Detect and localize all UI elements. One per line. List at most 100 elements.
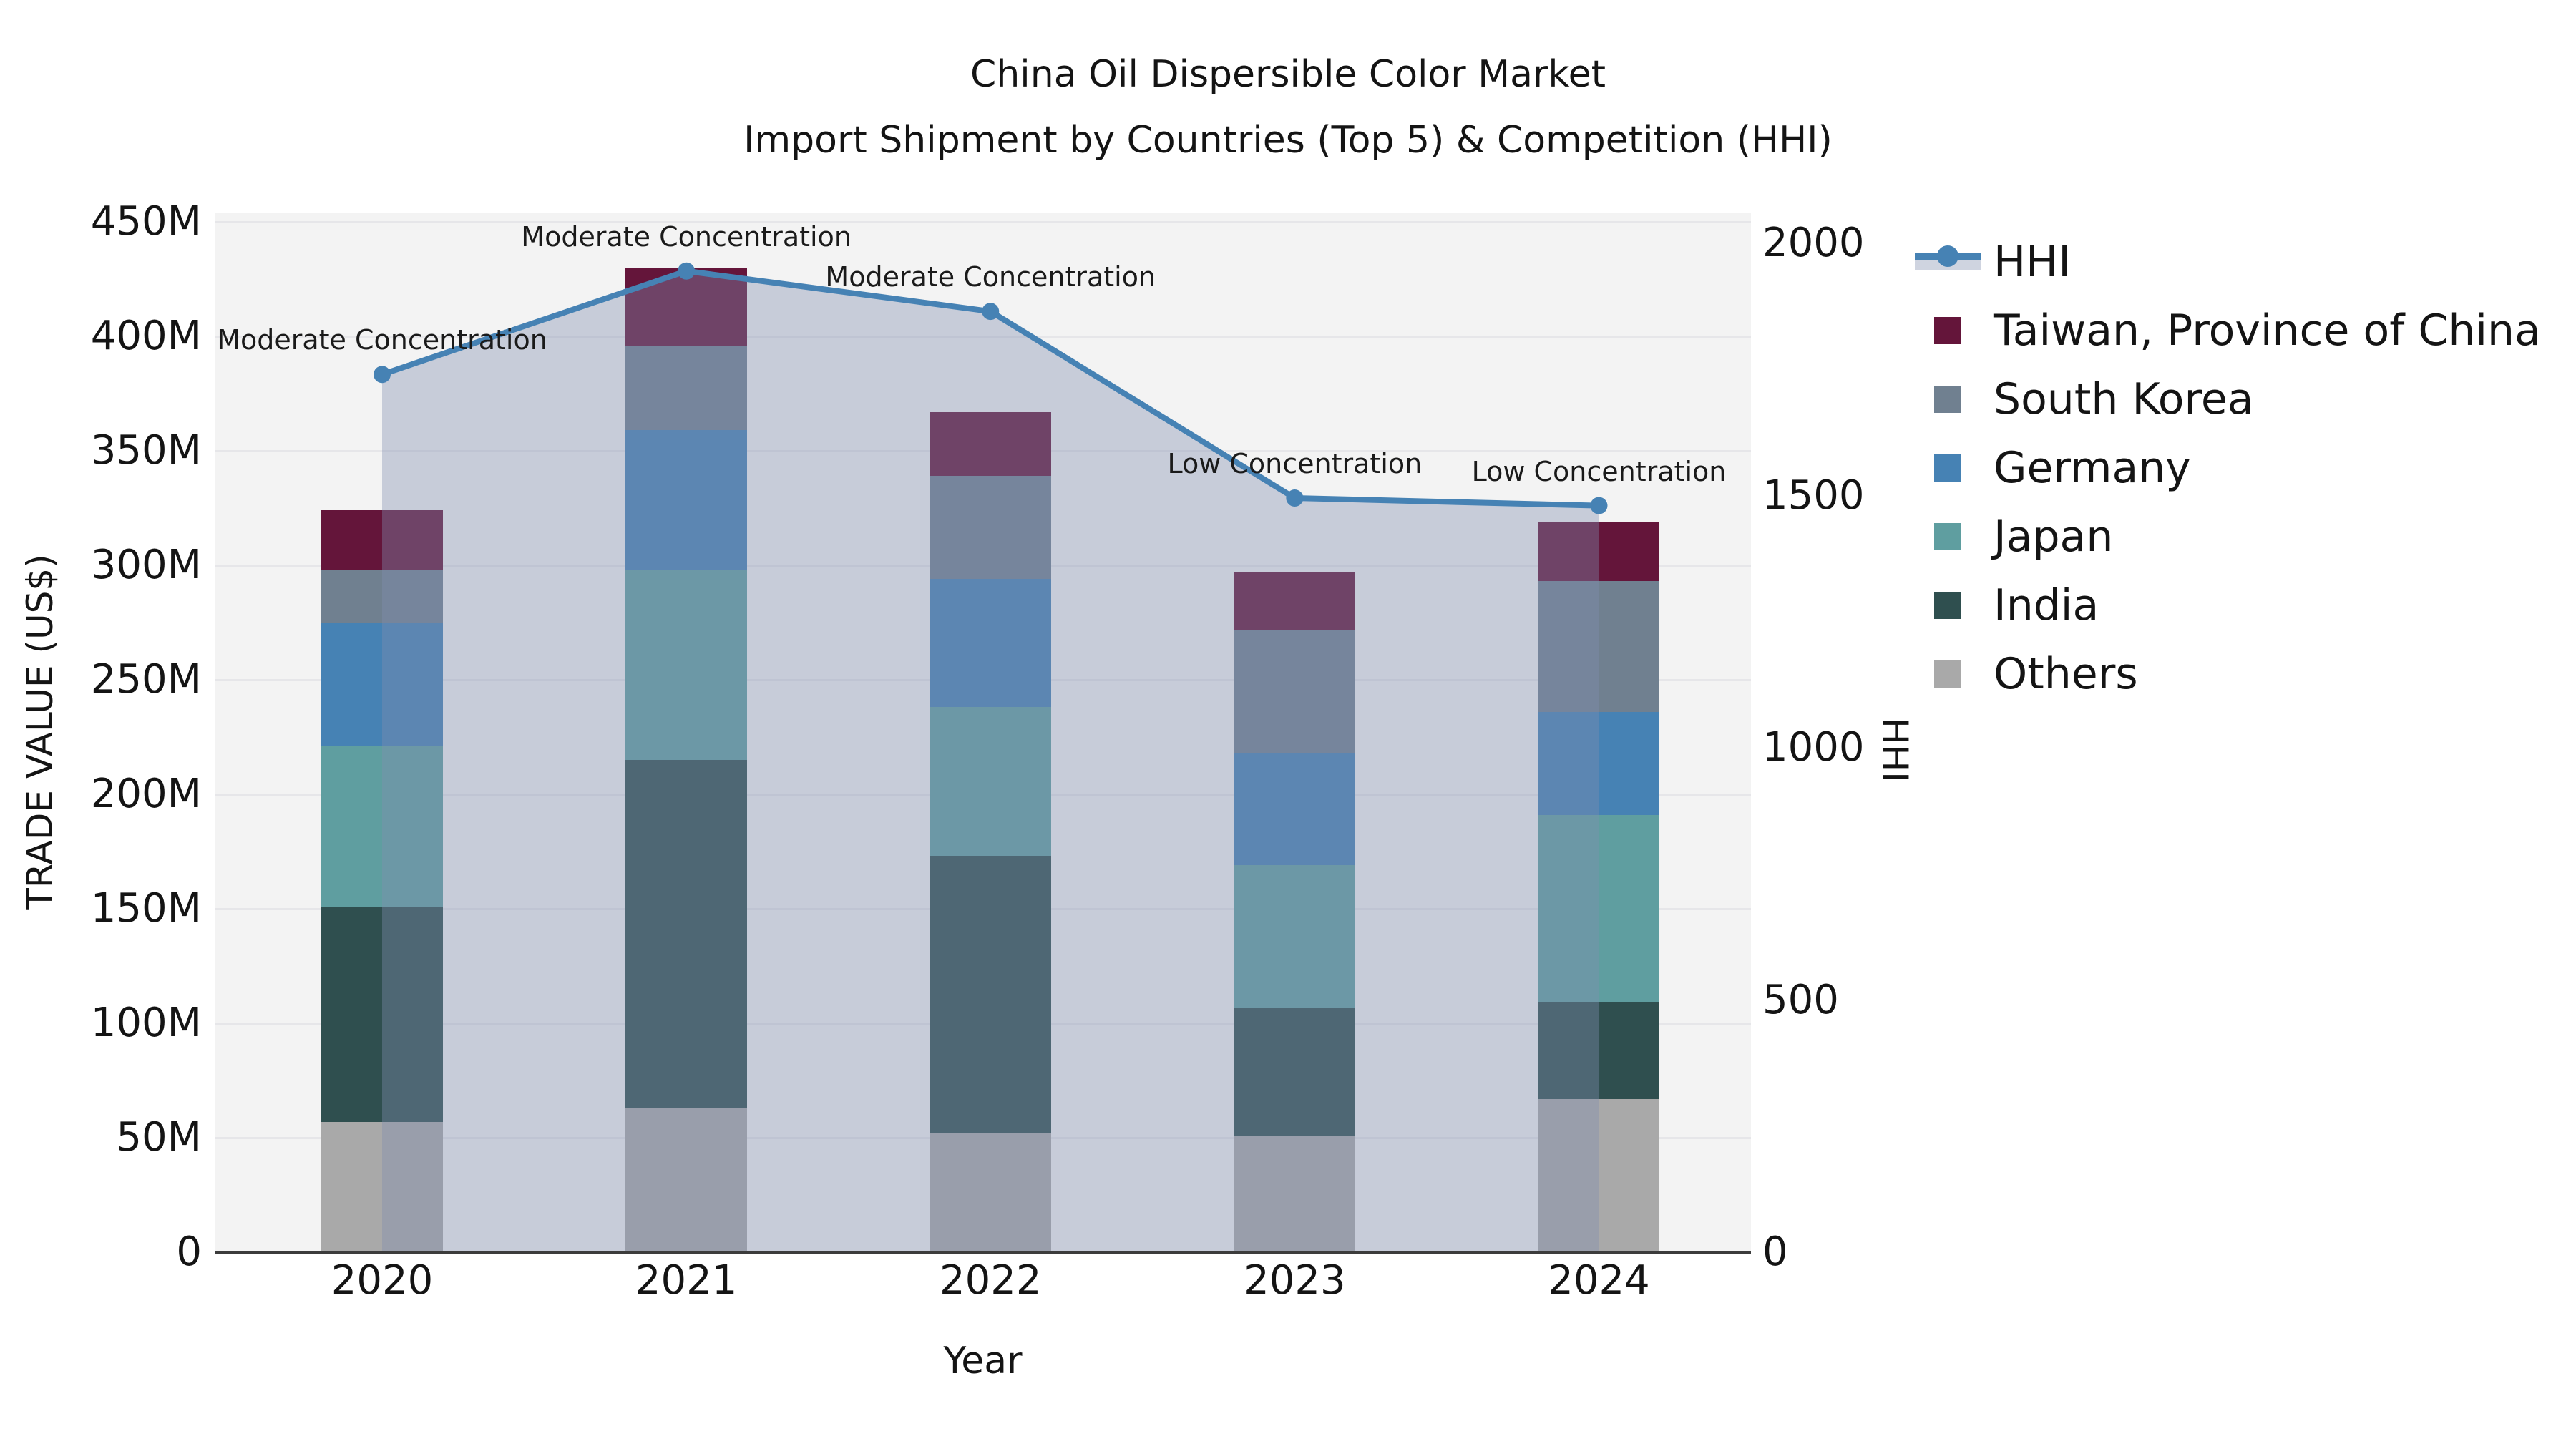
legend-color-swatch [1934,454,1961,482]
legend-item-germany: Germany [1915,434,2541,502]
annotation-2023: Low Concentration [1167,448,1423,480]
y-left-tick-0: 0 [176,1229,202,1275]
legend-label: Japan [1994,512,2114,562]
bar-segment-japan-2020 [321,746,443,907]
legend-swatch-others-icon [1915,660,1981,688]
y-axis-title-left: TRADE VALUE (US$) [19,554,61,910]
legend-label: India [1994,580,2099,630]
x-tick-2023: 2023 [1244,1257,1346,1304]
legend-item-taiwan-province-of-china: Taiwan, Province of China [1915,296,2541,365]
x-tick-2021: 2021 [635,1257,738,1304]
y-left-tick-350M: 350M [90,427,202,474]
plot-area: Moderate Concentration Moderate Concentra… [215,213,1751,1254]
chart-title-line2: Import Shipment by Countries (Top 5) & C… [743,119,1833,162]
y-left-tick-250M: 250M [90,656,202,703]
legend-label: Germany [1994,443,2191,493]
y-axis-title-right: HHI [1874,718,1916,782]
y-right-tick-2000: 2000 [1762,220,1865,266]
y-left-tick-300M: 300M [90,542,202,588]
y-right-tick-500: 500 [1762,976,1839,1023]
bar-segment-germany-2020 [321,623,443,746]
bar-segment-south-korea-2024 [1538,581,1660,712]
legend-label: HHI [1994,237,2071,287]
legend-hhi-band [1915,245,1981,270]
legend-line-sample [1915,245,1981,270]
y-left-tick-150M: 150M [90,885,202,932]
legend-color-swatch [1934,317,1961,344]
gridline [215,335,1751,338]
legend-item-others: Others [1915,640,2541,708]
legend-item-south-korea: South Korea [1915,365,2541,434]
bar-segment-india-2020 [321,906,443,1122]
bar-segment-others-2021 [625,1108,748,1252]
legend-item-japan: Japan [1915,502,2541,571]
legend-swatch-taiwan-province-of-china-icon [1915,317,1981,344]
y-left-tick-450M: 450M [90,198,202,245]
annotation-2020: Moderate Concentration [217,324,547,356]
legend: HHI Taiwan, Province of China South Korea G… [1915,228,2541,708]
hhi-marker-2023 [1286,489,1304,507]
bar-segment-south-korea-2021 [625,345,748,431]
y-left-tick-200M: 200M [90,771,202,817]
legend-label: South Korea [1994,374,2254,424]
y-right-tick-1500: 1500 [1762,472,1865,519]
bar-segment-japan-2022 [930,707,1052,857]
x-tick-2024: 2024 [1548,1257,1650,1304]
bar-segment-taiwan-province-of-china-2022 [930,411,1052,477]
legend-item-india: India [1915,571,2541,640]
bar-segment-others-2020 [321,1121,443,1252]
bar-segment-south-korea-2020 [321,570,443,623]
annotation-2021: Moderate Concentration [521,220,852,253]
bar-segment-others-2022 [930,1133,1052,1252]
legend-swatch-south-korea-icon [1915,386,1981,413]
legend-hhi-marker [1937,245,1958,267]
x-tick-2020: 2020 [331,1257,434,1304]
legend-color-swatch [1934,386,1961,413]
bar-segment-japan-2024 [1538,814,1660,1003]
hhi-overlay [374,262,1608,1252]
legend-color-swatch [1934,660,1961,688]
bar-segment-india-2022 [930,856,1052,1133]
bar-segment-japan-2021 [625,570,748,760]
chart-title: China Oil Dispersible Color Market Impor… [0,42,2576,173]
bar-segment-others-2024 [1538,1098,1660,1252]
bar-segment-others-2023 [1234,1135,1356,1252]
bar-segment-south-korea-2022 [930,476,1052,580]
legend-color-swatch [1934,523,1961,550]
gridline [215,220,1751,223]
bar-segment-india-2024 [1538,1002,1660,1099]
bar-segment-taiwan-province-of-china-2024 [1538,522,1660,582]
bar-segment-south-korea-2023 [1234,629,1356,753]
bar-segment-india-2021 [625,760,748,1108]
legend-label: Taiwan, Province of China [1994,306,2541,356]
legend-item-hhi: HHI [1915,228,2541,296]
annotation-2022: Moderate Concentration [825,261,1156,293]
hhi-marker-2022 [982,303,1000,321]
x-tick-2022: 2022 [939,1257,1042,1304]
legend-swatch-india-icon [1915,592,1981,619]
hhi-marker-2021 [678,262,696,280]
bar-segment-germany-2021 [625,430,748,570]
bar-segment-india-2023 [1234,1007,1356,1136]
bar-segment-japan-2023 [1234,865,1356,1008]
bar-segment-taiwan-province-of-china-2023 [1234,572,1356,630]
y-left-tick-100M: 100M [90,1000,202,1046]
legend-color-swatch [1934,592,1961,619]
hhi-marker-2024 [1590,497,1608,514]
annotation-2024: Low Concentration [1471,455,1727,487]
y-left-tick-400M: 400M [90,313,202,359]
legend-swatch-germany-icon [1915,454,1981,482]
y-right-tick-1000: 1000 [1762,724,1865,771]
bar-segment-taiwan-province-of-china-2021 [625,268,748,346]
bar-segment-germany-2022 [930,579,1052,708]
y-left-tick-50M: 50M [116,1114,202,1161]
bar-segment-germany-2024 [1538,711,1660,815]
x-axis-title: Year [943,1340,1023,1382]
hhi-marker-2020 [374,366,391,384]
x-axis-line [215,1251,1751,1254]
hhi-fill-area [382,270,1599,1252]
bar-segment-germany-2023 [1234,753,1356,866]
bar-segment-taiwan-province-of-china-2020 [321,510,443,570]
chart-title-line1: China Oil Dispersible Color Market [970,53,1606,96]
